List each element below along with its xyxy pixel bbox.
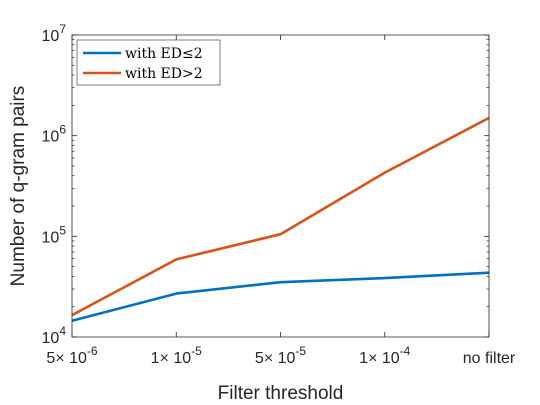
x-tick-label-1: 1× 10-5 (151, 344, 202, 367)
legend-label-ed-le-2: with ED≤2 (125, 46, 203, 62)
legend-box (76, 39, 221, 86)
x-tick-label-0: 5× 10-6 (46, 344, 97, 367)
axes-box (71, 34, 490, 338)
legend-label-ed-gt-2: with ED>2 (125, 66, 203, 82)
y-tick-label-1: 105 (42, 223, 67, 246)
x-tick-label-4: no filter (463, 350, 516, 367)
legend: with ED≤2 with ED>2 (76, 39, 221, 86)
y-tick-label-2: 106 (42, 123, 67, 146)
x-axis-label: Filter threshold (218, 383, 344, 404)
plot-area (72, 35, 489, 337)
y-tick-label-0: 104 (42, 324, 67, 347)
chart-ticks: 104 105 106 107 5× 10-6 1× 10-5 5× 10-5 1× 10-4… (42, 22, 516, 367)
x-tick-label-3: 1× 10-4 (359, 344, 410, 367)
y-tick-label-3: 107 (42, 22, 67, 45)
x-tick-label-2: 5× 10-5 (255, 344, 306, 367)
y-axis-label: Number of q-gram pairs (8, 86, 29, 287)
